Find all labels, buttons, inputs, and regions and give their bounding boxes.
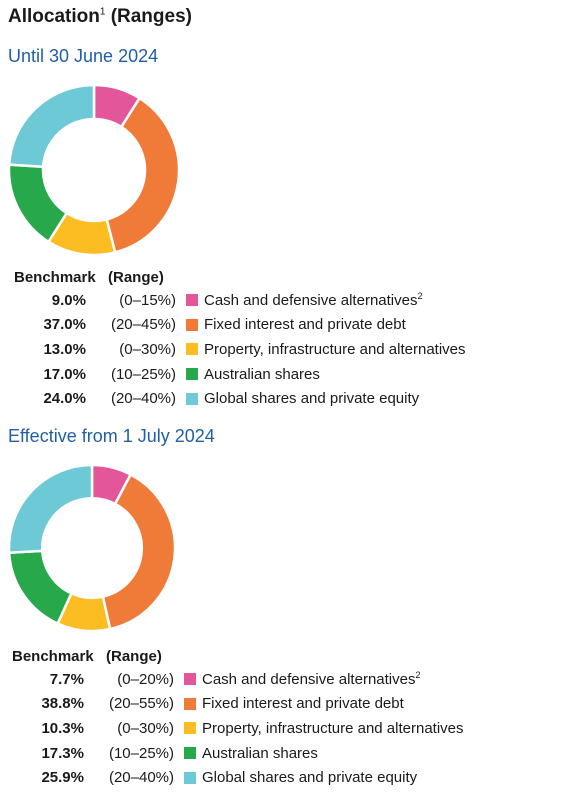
donut-slice-global-shares-and-private-equity — [8, 464, 94, 555]
benchmark-value: 25.9% — [41, 769, 84, 787]
range-value: (20–45%) — [110, 316, 176, 334]
page-title: Allocation1 (Ranges) — [8, 6, 192, 28]
benchmark-value: 17.3% — [41, 744, 84, 762]
legend-label: Australian shares — [204, 365, 320, 383]
range-value: (10–25%) — [110, 365, 176, 383]
legend-row: 13.0% (0–30%) Property, infrastructure and… — [14, 337, 466, 362]
donut-slice-australian-shares — [8, 549, 74, 626]
legend-label: Fixed interest and private debt — [202, 695, 404, 713]
range-value: (20–40%) — [110, 390, 176, 408]
legend-row: 17.0% (10–25%) Australian shares — [14, 362, 466, 387]
legend-label: Property, infrastructure and alternative… — [204, 340, 466, 358]
footnote-marker: 2 — [415, 670, 421, 681]
legend-swatch — [184, 673, 196, 686]
legend-swatch — [184, 771, 196, 784]
range-value: (0–30%) — [119, 340, 176, 358]
footnote-marker: 2 — [417, 291, 423, 302]
benchmark-value: 24.0% — [43, 390, 86, 408]
chart-1-subtitle: Until 30 June 2024 — [8, 46, 159, 66]
title-suffix: (Ranges) — [110, 6, 192, 27]
chart-2-subtitle: Effective from 1 July 2024 — [8, 426, 215, 446]
donut-slice-fixed-interest-and-private-debt — [101, 472, 176, 631]
benchmark-header: Benchmark — [14, 268, 96, 286]
legend-label: Global shares and private equity — [202, 769, 418, 787]
chart-1-legend-table: Benchmark (Range) 9.0% (0–15%) Cash and de… — [14, 266, 466, 411]
range-value: (0–30%) — [117, 719, 174, 737]
range-value: (0–15%) — [119, 291, 176, 309]
legend-label: Australian shares — [202, 744, 318, 762]
legend-row: 25.9% (20–40%) Global shares and private e… — [12, 765, 464, 790]
chart-2-legend-table: Benchmark (Range) 7.7% (0–20%) Cash and de… — [12, 645, 464, 790]
legend-label: Global shares and private equity — [204, 390, 420, 408]
legend-swatch — [186, 368, 198, 381]
chart-1-legend-header: Benchmark (Range) — [14, 266, 466, 288]
legend-row: 24.0% (20–40%) Global shares and private e… — [14, 386, 466, 411]
range-header: (Range) — [106, 647, 162, 665]
legend-swatch — [184, 722, 196, 735]
chart-2-legend-rows: 7.7% (0–20%) Cash and defensive alternativ… — [12, 667, 464, 790]
range-header: (Range) — [108, 268, 164, 286]
benchmark-value: 17.0% — [43, 365, 86, 383]
legend-row: 17.3% (10–25%) Australian shares — [12, 741, 464, 766]
chart-1-legend-rows: 9.0% (0–15%) Cash and defensive alternativ… — [14, 288, 466, 411]
legend-swatch — [184, 747, 196, 760]
legend-swatch — [184, 697, 196, 710]
legend-row: 37.0% (20–45%) Fixed interest and private … — [14, 313, 466, 338]
title-text: Allocation — [8, 6, 100, 27]
title-footnote-marker: 1 — [99, 6, 106, 18]
legend-swatch — [186, 343, 198, 356]
legend-row: 38.8% (20–55%) Fixed interest and private … — [12, 692, 464, 717]
legend-swatch — [186, 318, 198, 331]
legend-label: Property, infrastructure and alternative… — [202, 719, 464, 737]
range-value: (10–25%) — [108, 744, 174, 762]
benchmark-value: 13.0% — [43, 340, 86, 358]
legend-label: Cash and defensive alternatives2 — [204, 291, 423, 310]
benchmark-value: 9.0% — [51, 291, 86, 309]
benchmark-value: 7.7% — [49, 670, 84, 688]
legend-row: 10.3% (0–30%) Property, infrastructure and… — [12, 716, 464, 741]
benchmark-value: 38.8% — [41, 695, 84, 713]
legend-swatch — [186, 294, 198, 307]
legend-label: Cash and defensive alternatives2 — [202, 670, 421, 689]
range-value: (0–20%) — [117, 670, 174, 688]
legend-swatch — [186, 392, 198, 405]
donut-slice-fixed-interest-and-private-debt — [105, 96, 180, 254]
chart-1-donut — [8, 84, 180, 256]
benchmark-value: 10.3% — [41, 719, 84, 737]
donut-slice-global-shares-and-private-equity — [8, 84, 96, 169]
legend-label: Fixed interest and private debt — [204, 316, 406, 334]
range-value: (20–55%) — [108, 695, 174, 713]
range-value: (20–40%) — [108, 769, 174, 787]
benchmark-header: Benchmark — [12, 647, 94, 665]
legend-row: 9.0% (0–15%) Cash and defensive alternativ… — [14, 288, 466, 313]
legend-row: 7.7% (0–20%) Cash and defensive alternativ… — [12, 667, 464, 692]
chart-2-donut — [8, 464, 176, 632]
benchmark-value: 37.0% — [43, 316, 86, 334]
chart-2-legend-header: Benchmark (Range) — [12, 645, 464, 667]
